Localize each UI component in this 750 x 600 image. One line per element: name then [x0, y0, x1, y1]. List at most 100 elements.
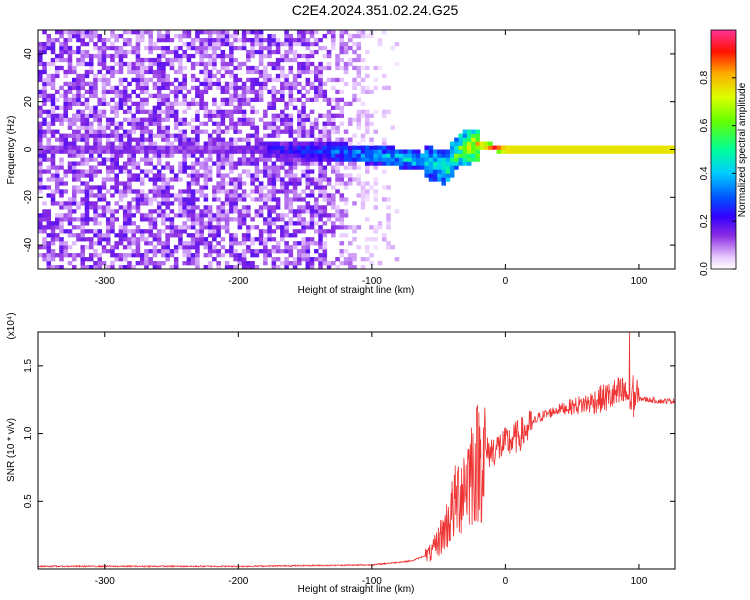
spectrogram-cell [148, 65, 153, 71]
spectrogram-cell [267, 165, 272, 170]
spectrogram-cell [156, 73, 162, 79]
spectrogram-cell [352, 229, 357, 234]
spectrogram-cell [233, 257, 238, 262]
spectrogram-cell [127, 93, 132, 99]
spectrogram-cell [386, 213, 391, 218]
spectrogram-cell [84, 189, 90, 194]
spectrogram-cell [386, 225, 391, 230]
spectrogram-cell [84, 129, 90, 134]
spectrogram-cell [139, 73, 145, 79]
spectrogram-cell [271, 141, 277, 146]
spectrogram-cell [122, 53, 128, 59]
spectrogram-cell [144, 193, 149, 198]
snr-series-line [38, 332, 675, 569]
spectrogram-cell [80, 229, 86, 234]
spectrogram-cell [292, 213, 298, 218]
spectrogram-cell [220, 129, 226, 134]
spectrogram-cell [314, 77, 319, 83]
spectrogram-cell [284, 113, 289, 118]
spectrogram-cell [42, 89, 47, 95]
spectrogram-cell [186, 189, 192, 194]
spectrogram-cell [373, 153, 379, 158]
spectrogram-cell [173, 193, 179, 198]
spectrogram-cell [105, 101, 111, 106]
spectrogram-cell [352, 85, 357, 91]
spectrogram-cell [322, 45, 328, 51]
spectrogram-cell [80, 57, 86, 63]
spectrogram-cell [127, 41, 132, 47]
spectrogram-cell [229, 113, 234, 118]
spectrogram-cell [250, 197, 255, 202]
spectrogram-cell [190, 225, 196, 230]
spectrogram-cell [237, 61, 243, 67]
spectrogram-cell [220, 165, 226, 170]
spectrogram-cell [203, 145, 209, 150]
spectrogram-cell [63, 93, 69, 99]
spectrogram-cell [161, 261, 166, 266]
spectrogram-cell [135, 245, 141, 250]
spectrogram-cell [156, 121, 162, 126]
spectrogram-cell [360, 109, 366, 114]
spectrogram-cell [466, 145, 472, 150]
spectrogram-cell [110, 249, 115, 254]
spectrogram-cell [254, 173, 260, 178]
spectrogram-cell [471, 153, 476, 158]
spectrogram-cell [186, 233, 192, 238]
spectrogram-cell [364, 33, 370, 39]
spectrogram-cell [105, 157, 111, 162]
spectrogram-cell [118, 189, 124, 194]
spectrogram-cell [305, 69, 311, 75]
spectrogram-cell [148, 149, 153, 154]
spectrogram-cell [54, 217, 60, 222]
spectrogram-cell [271, 217, 277, 222]
spectrogram-cell [297, 69, 302, 75]
spectrogram-cell [343, 257, 349, 262]
spectrogram-cell [88, 33, 94, 39]
spectrogram-cell [309, 257, 315, 262]
spectrogram-cell [318, 189, 323, 194]
spectrogram-cell [322, 253, 328, 258]
spectrogram-cell [80, 169, 86, 174]
spectrogram-cell [318, 253, 323, 258]
spectrogram-cell [203, 161, 209, 166]
spectrogram-cell [186, 149, 192, 154]
spectrogram-cell [445, 173, 451, 178]
spectrogram-cell [76, 205, 81, 210]
spectrogram-cell [152, 145, 158, 150]
spectrogram-cell [241, 117, 247, 122]
spectrogram-cell [93, 265, 98, 269]
spectrogram-cell [42, 133, 47, 138]
spectrogram-cell [297, 53, 302, 59]
spectrogram-cell [114, 105, 119, 110]
spectrogram-cell [267, 157, 272, 162]
spectrogram-cell [76, 161, 81, 166]
spectrogram-cell [71, 30, 77, 35]
spectrogram-cell [199, 233, 204, 238]
spectrogram-cell [301, 161, 306, 166]
spectrogram-cell [322, 113, 328, 118]
spectrogram-cell [288, 197, 294, 202]
spectrogram-cell [322, 93, 328, 99]
spectrogram-cell [288, 41, 294, 47]
spectrogram-cell [224, 161, 230, 166]
spectrogram-cell [292, 129, 298, 134]
spectrogram-cell [144, 253, 149, 258]
spectrogram-cell [364, 245, 370, 250]
spectrogram-cell [186, 153, 192, 158]
spectrogram-cell [373, 165, 379, 170]
spectrogram-cell [156, 193, 162, 198]
spectrogram-cell [46, 121, 52, 126]
spectrogram-cell [190, 153, 196, 158]
spectrogram-cell [280, 229, 285, 234]
spectrogram-cell [381, 109, 387, 114]
spectrogram-cell [139, 65, 145, 71]
spectrogram-cell [263, 205, 268, 210]
spectrogram-cell [186, 209, 192, 214]
spectrogram-cell [241, 261, 247, 266]
spectrogram-cell [152, 85, 158, 91]
spectrogram-cell [352, 225, 357, 230]
spectrogram-cell [84, 185, 90, 190]
spectrogram-cell [331, 169, 336, 174]
spectrogram-cell [220, 245, 226, 250]
spectrogram-cell [84, 101, 90, 106]
